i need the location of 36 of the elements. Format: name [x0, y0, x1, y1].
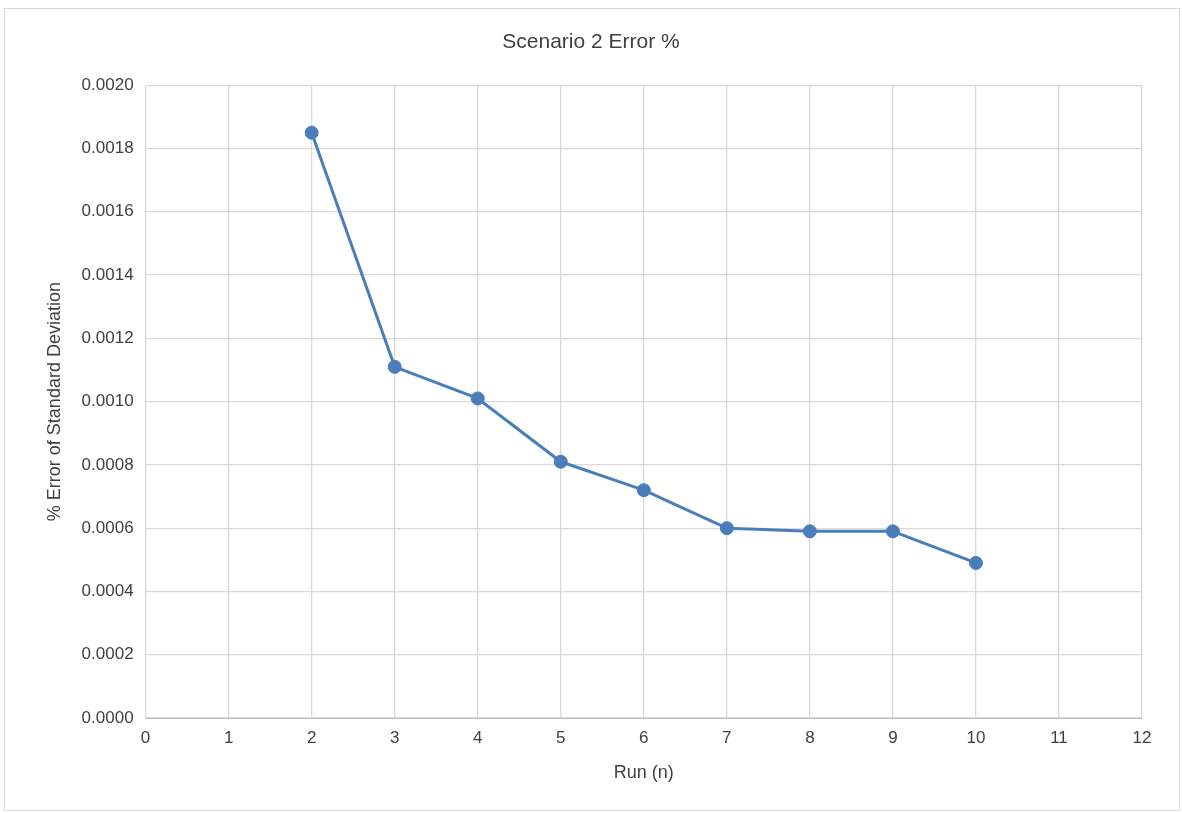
- x-tick-label: 6: [639, 727, 649, 747]
- x-tick-label: 2: [306, 727, 317, 747]
- point: [304, 125, 319, 140]
- x-tick-label: 5: [556, 727, 566, 747]
- point: [387, 359, 402, 374]
- y-tick-label: 0.0012: [81, 328, 134, 348]
- x-tick-label: 4: [473, 727, 483, 747]
- x-tick-label: 12: [1132, 727, 1152, 747]
- x-tick-label: 11: [1050, 727, 1068, 747]
- x-tick-label: 9: [888, 727, 898, 747]
- x-tick-label: 3: [389, 727, 400, 747]
- x-tick-label: 1: [223, 727, 234, 747]
- y-tick-label: 0.0002: [81, 644, 134, 664]
- y-tick-label: 0.0004: [81, 581, 134, 601]
- point: [885, 524, 900, 539]
- y-tick-label: 0.0000: [81, 707, 134, 727]
- x-axis-title: Run (n): [613, 762, 674, 783]
- y-tick-label: 0.0008: [81, 454, 134, 474]
- y-tick-label: 0.0006: [81, 517, 134, 537]
- y-tick-label: 0.0020: [81, 74, 134, 94]
- x-tick-label: 0: [140, 727, 151, 747]
- y-tick-label: 0.0014: [81, 264, 134, 284]
- x-tick-label: 10: [966, 727, 986, 747]
- x-tick-label: 8: [805, 727, 815, 747]
- x-tick-label: 7: [722, 727, 732, 747]
- point: [470, 391, 485, 406]
- y-tick-label: 0.0010: [81, 391, 134, 411]
- y-tick-label: 0.0018: [81, 138, 134, 158]
- point: [636, 483, 651, 498]
- point: [802, 524, 817, 539]
- point: [553, 454, 568, 469]
- point: [719, 521, 734, 536]
- y-tick-label: 0.0016: [81, 201, 134, 221]
- point: [968, 555, 983, 570]
- chart-title: Scenario 2 Error %: [502, 29, 680, 53]
- y-axis-title: % Error of Standard Deviation: [43, 282, 64, 522]
